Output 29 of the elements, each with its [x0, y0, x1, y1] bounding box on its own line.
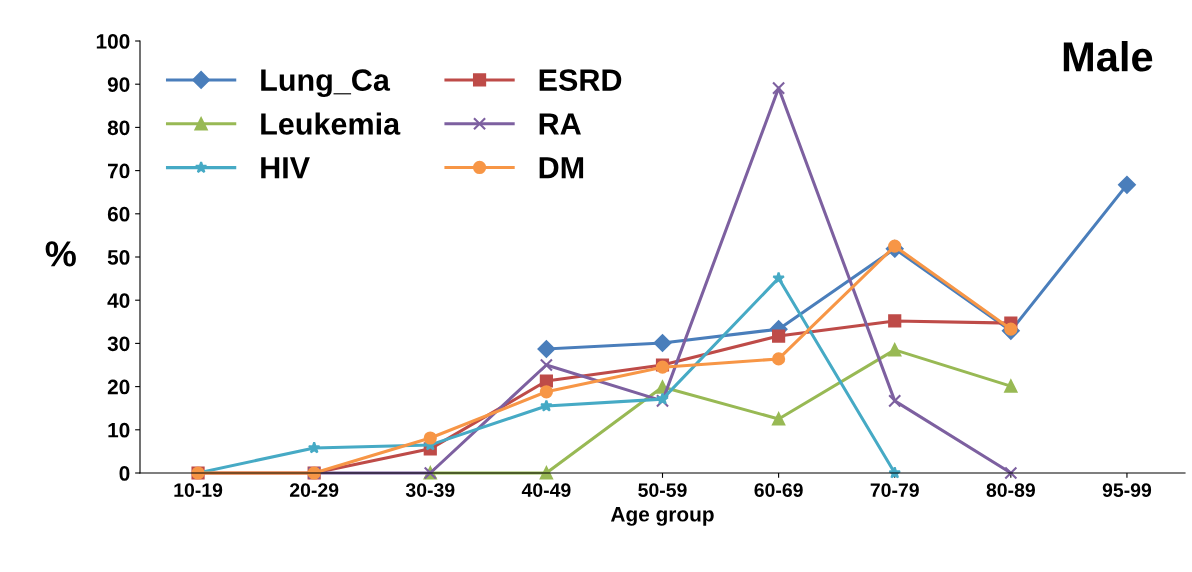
- y-tick-label: 50: [107, 250, 130, 265]
- y-tick-label: 40: [107, 293, 130, 308]
- x-tick-label: 50-59: [638, 483, 687, 497]
- x-tick-label: 70-79: [870, 483, 919, 497]
- y-tick-label: 10: [108, 422, 130, 438]
- x-tick-label: 95-99: [1102, 483, 1152, 497]
- x-tick-label: 40-49: [521, 483, 571, 497]
- y-tick-label: 20: [107, 379, 130, 395]
- legend-label: Lung_Ca: [261, 69, 391, 98]
- x-tick-label: 10-19: [174, 483, 223, 497]
- x-tick-label: 80-89: [986, 483, 1035, 497]
- chart-title: Male: [1063, 41, 1153, 72]
- y-tick-label: 70: [108, 163, 130, 179]
- y-tick-label: 60: [107, 206, 130, 222]
- x-tick-label: 20-29: [289, 483, 339, 497]
- legend-label: HIV: [261, 157, 310, 179]
- legend-label: ESRD: [539, 69, 622, 91]
- x-tick-label: 60-69: [754, 483, 803, 497]
- y-tick-label: 90: [107, 77, 130, 92]
- x-tick-label: 30-39: [405, 483, 455, 498]
- x-axis-title: Age group: [610, 507, 714, 526]
- legend-label: Leukemia: [261, 112, 401, 135]
- legend-label: RA: [539, 113, 581, 135]
- y-tick-label: 100: [96, 34, 130, 49]
- y-tick-label: 0: [119, 466, 130, 481]
- y-axis-title: %: [45, 241, 76, 267]
- y-tick-label: 80: [107, 120, 130, 136]
- y-tick-label: 30: [107, 336, 130, 352]
- legend-label: DM: [539, 157, 584, 179]
